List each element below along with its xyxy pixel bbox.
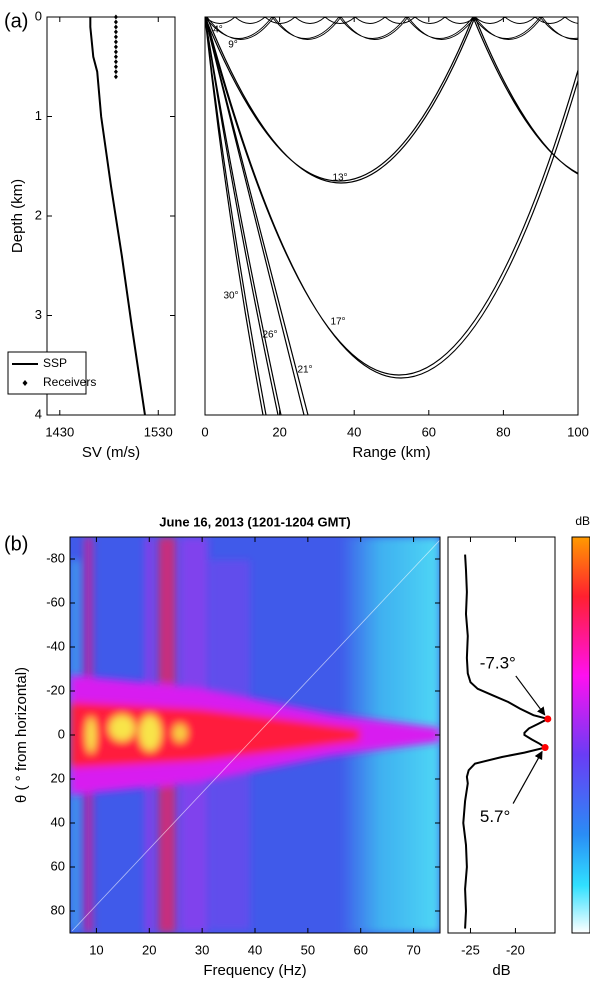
colorbar-label: dB (575, 514, 590, 528)
y-tick-label: 20 (51, 770, 65, 785)
receiver-marker (113, 44, 118, 50)
chart-title: June 16, 2013 (1201-1204 GMT) (159, 514, 351, 529)
x-axis-label: SV (m/s) (82, 444, 140, 461)
axes-frame (204, 16, 579, 416)
axes-frame (447, 536, 556, 934)
ray (205, 17, 282, 415)
x-tick-label: 60 (353, 942, 367, 957)
ray-label: 26° (262, 330, 277, 341)
peak-label: -7.3° (480, 653, 516, 672)
y-tick-label: -80 (46, 550, 65, 565)
y-tick-label: 4 (35, 406, 42, 421)
receiver-marker (113, 74, 118, 80)
data-line (89, 17, 146, 416)
x-tick-label: 1430 (45, 424, 74, 439)
x-tick-label: 80 (496, 424, 510, 439)
y-tick-label: 2 (35, 207, 42, 222)
x-tick-label: 1530 (144, 424, 173, 439)
receiver-marker (113, 34, 118, 40)
peak-marker (544, 715, 552, 723)
receiver-marker (113, 24, 118, 30)
ray-label: 9° (228, 40, 238, 51)
colorbar (571, 536, 590, 934)
x-tick-label: -20 (506, 942, 525, 957)
x-tick-label: 20 (142, 942, 156, 957)
ray-label: 21° (297, 365, 312, 376)
heatmap-image (70, 537, 440, 933)
peak-marker (541, 744, 549, 752)
annotation-arrow (512, 750, 543, 804)
data-line (462, 554, 551, 929)
ray-label: 4° (213, 25, 223, 36)
receiver-marker (113, 69, 118, 75)
x-tick-label: 70 (406, 942, 420, 957)
ray-label: 30° (223, 291, 238, 302)
y-tick-label: -60 (46, 594, 65, 609)
x-tick-label: 0 (201, 424, 208, 439)
legend-label: Receivers (43, 375, 96, 389)
receiver-marker (113, 19, 118, 25)
y-tick-label: 0 (35, 8, 42, 23)
panel-label: (b) (4, 533, 28, 555)
receiver-marker (113, 29, 118, 35)
ray-label: 17° (330, 317, 345, 328)
annotation-arrow (515, 675, 546, 716)
x-tick-label: 50 (301, 942, 315, 957)
y-tick-label: 40 (51, 814, 65, 829)
x-tick-label: 20 (272, 424, 286, 439)
ray (205, 17, 309, 415)
ray-paths (205, 17, 578, 415)
receiver-marker (113, 59, 118, 65)
y-axis-label: θ ( ° from horizontal) (13, 667, 30, 803)
x-tick-label: 60 (422, 424, 436, 439)
x-axis-label: dB (492, 962, 510, 979)
y-tick-label: 3 (35, 307, 42, 322)
legend-symbol (22, 380, 28, 386)
y-axis-label: Depth (km) (9, 179, 26, 253)
legend-label: SSP (43, 356, 67, 370)
axes-frame (69, 536, 441, 934)
axes-frame (46, 16, 176, 416)
ray (205, 17, 578, 40)
peak-label: 5.7° (480, 807, 510, 826)
y-tick-label: 60 (51, 858, 65, 873)
ray (205, 17, 578, 379)
x-tick-label: 40 (248, 942, 262, 957)
x-tick-label: 40 (347, 424, 361, 439)
x-tick-label: -25 (461, 942, 480, 957)
y-tick-label: 1 (35, 108, 42, 123)
x-axis-label: Frequency (Hz) (203, 962, 306, 979)
receiver-marker (113, 39, 118, 45)
ray-label: 13° (332, 173, 347, 184)
x-tick-label: 100 (567, 424, 589, 439)
x-tick-label: 30 (195, 942, 209, 957)
ray (205, 17, 267, 415)
receiver-marker (113, 54, 118, 60)
ray (205, 17, 578, 184)
legend (7, 351, 87, 395)
receiver-marker (113, 49, 118, 55)
y-tick-label: 0 (58, 726, 65, 741)
y-tick-label: -40 (46, 638, 65, 653)
y-tick-label: -20 (46, 682, 65, 697)
receiver-marker (113, 64, 118, 70)
y-tick-label: 80 (51, 902, 65, 917)
x-tick-label: 10 (89, 942, 103, 957)
x-axis-label: Range (km) (352, 444, 430, 461)
panel-label: (a) (4, 10, 28, 32)
